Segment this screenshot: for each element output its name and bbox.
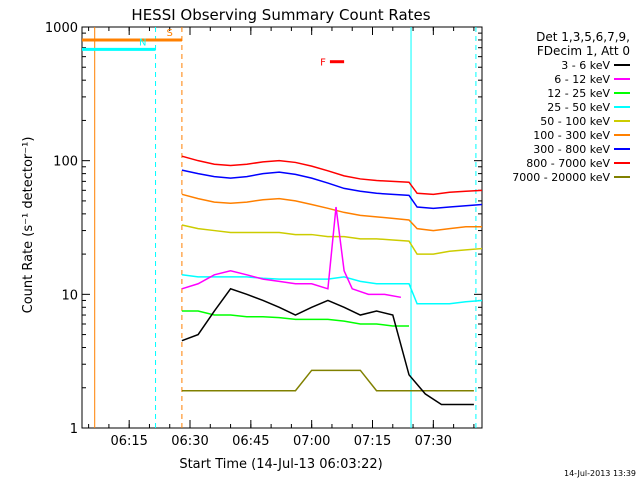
x-tick-label: 07:00 (293, 434, 330, 449)
series-line (181, 169, 483, 210)
legend-entry: 3 - 6 keV (561, 58, 630, 72)
timestamp-footer: 14-Jul-2013 13:39 (563, 469, 636, 478)
legend-swatch (614, 148, 630, 150)
legend-entry: 6 - 12 keV (554, 72, 630, 86)
flag-label: S (167, 28, 173, 39)
series-line (181, 369, 474, 392)
legend-swatch (614, 106, 630, 108)
legend-entry: 50 - 100 keV (540, 114, 630, 128)
series-line (181, 193, 482, 232)
legend-entry: 800 - 7000 keV (526, 156, 630, 170)
y-axis-label: Count Rate (s⁻¹ detector⁻¹) (21, 137, 36, 314)
x-tick-label: 06:45 (232, 434, 269, 449)
legend-swatch (614, 78, 630, 80)
legend-swatch (614, 120, 630, 122)
legend-label: 12 - 25 keV (547, 86, 610, 100)
legend-swatch (614, 92, 630, 94)
legend-swatch (614, 176, 630, 178)
legend-entry: 300 - 800 keV (533, 142, 630, 156)
legend-entry: 100 - 300 keV (533, 128, 630, 142)
series-line (181, 206, 402, 299)
legend-header-line: Det 1,3,5,6,7,9, (536, 30, 630, 44)
y-tick-label: 100 (53, 155, 78, 170)
series-line (181, 274, 483, 305)
x-tick-label: 07:30 (415, 434, 452, 449)
legend-label: 50 - 100 keV (540, 114, 610, 128)
x-tick-label: 06:15 (110, 434, 147, 449)
legend-label: 100 - 300 keV (533, 128, 610, 142)
legend-header-line: FDecim 1, Att 0 (536, 44, 630, 58)
legend-entry: 25 - 50 keV (547, 100, 630, 114)
flag-label: N (139, 37, 146, 48)
chart-title: HESSI Observing Summary Count Rates (131, 6, 430, 24)
flag-label: F (320, 58, 326, 69)
x-tick-label: 07:15 (354, 434, 391, 449)
series-line (181, 224, 483, 255)
plot-area: 1 10 100 1000 06:15 06:30 06:45 07:00 07:15 07:30… (45, 21, 483, 449)
legend-label: 800 - 7000 keV (526, 156, 610, 170)
legend-label: 25 - 50 keV (547, 100, 610, 114)
legend-label: 7000 - 20000 keV (512, 170, 610, 184)
legend-label: 300 - 800 keV (533, 142, 610, 156)
y-tick-label: 10 (61, 288, 78, 303)
y-tick-label: 1 (70, 422, 78, 437)
x-axis-label: Start Time (14-Jul-13 06:03:22) (179, 457, 382, 472)
y-tick-label: 1000 (45, 21, 78, 36)
series-line (181, 155, 483, 196)
x-tick-label: 06:30 (171, 434, 208, 449)
legend-entry: 12 - 25 keV (547, 86, 630, 100)
series-line (181, 287, 474, 406)
plot-frame (81, 26, 483, 429)
series-line (181, 310, 410, 327)
legend-entry: 7000 - 20000 keV (512, 170, 630, 184)
legend-swatch (614, 162, 630, 164)
legend-label: 6 - 12 keV (554, 72, 610, 86)
legend-swatch (614, 134, 630, 136)
legend-swatch (614, 64, 630, 66)
legend-label: 3 - 6 keV (561, 58, 610, 72)
